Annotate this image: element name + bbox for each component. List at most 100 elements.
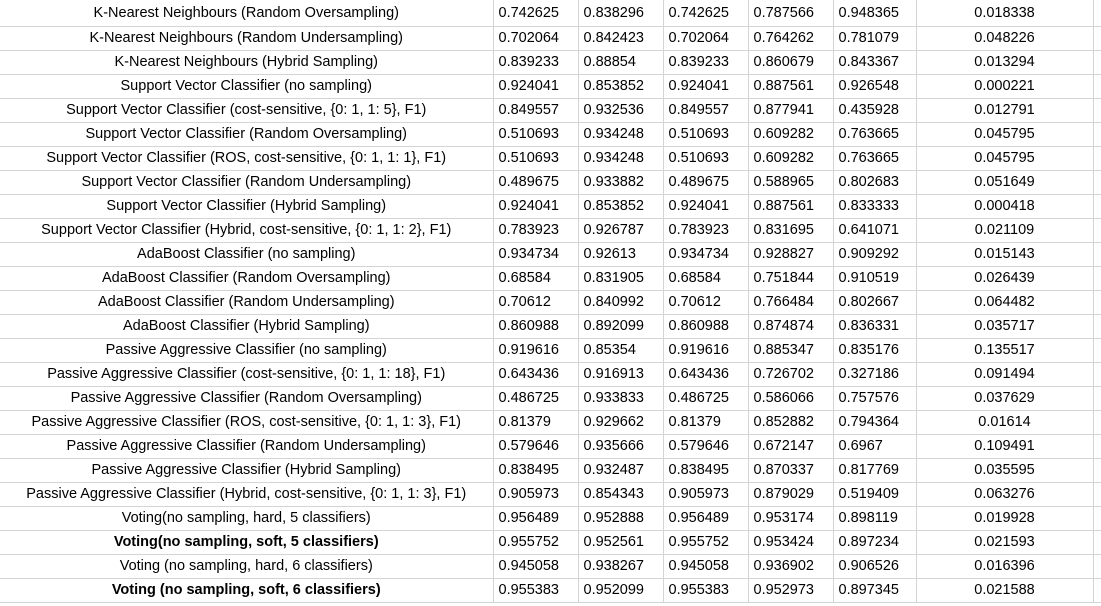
metric-cell[interactable]: 0.924041 [663, 194, 749, 219]
metric-cell[interactable]: 0.932536 [578, 98, 664, 123]
metric-cell[interactable]: 0.955383 [493, 578, 579, 603]
model-name-cell[interactable]: K-Nearest Neighbours (Random Oversamplin… [0, 0, 494, 27]
model-name-cell[interactable]: Passive Aggressive Classifier (Random Ov… [0, 386, 494, 411]
metric-cell[interactable]: 0.510693 [663, 146, 749, 171]
metric-cell[interactable]: 0.045795 [916, 122, 1094, 147]
model-name-cell[interactable]: Support Vector Classifier (Random Oversa… [0, 122, 494, 147]
metric-cell[interactable]: 0.910519 [833, 266, 917, 291]
metric-cell[interactable]: 0.764262 [748, 26, 834, 51]
empty-cell[interactable] [1093, 530, 1101, 555]
metric-cell[interactable]: 0.934734 [663, 242, 749, 267]
metric-cell[interactable]: 0.933882 [578, 170, 664, 195]
metric-cell[interactable]: 0.643436 [493, 362, 579, 387]
metric-cell[interactable]: 0.766484 [748, 290, 834, 315]
metric-cell[interactable]: 0.833333 [833, 194, 917, 219]
metric-cell[interactable]: 0.924041 [493, 74, 579, 99]
empty-cell[interactable] [1093, 338, 1101, 363]
metric-cell[interactable]: 0.091494 [916, 362, 1094, 387]
metric-cell[interactable]: 0.919616 [663, 338, 749, 363]
metric-cell[interactable]: 0.802667 [833, 290, 917, 315]
metric-cell[interactable]: 0.840992 [578, 290, 664, 315]
model-name-cell[interactable]: Voting(no sampling, soft, 5 classifiers) [0, 530, 494, 555]
metric-cell[interactable]: 0.757576 [833, 386, 917, 411]
metric-cell[interactable]: 0.887561 [748, 74, 834, 99]
model-name-cell[interactable]: Voting(no sampling, hard, 5 classifiers) [0, 506, 494, 531]
metric-cell[interactable]: 0.702064 [663, 26, 749, 51]
metric-cell[interactable]: 0.586066 [748, 386, 834, 411]
metric-cell[interactable]: 0.898119 [833, 506, 917, 531]
empty-cell[interactable] [1093, 26, 1101, 51]
metric-cell[interactable]: 0.909292 [833, 242, 917, 267]
metric-cell[interactable]: 0.035595 [916, 458, 1094, 483]
empty-cell[interactable] [1093, 506, 1101, 531]
metric-cell[interactable]: 0.932487 [578, 458, 664, 483]
metric-cell[interactable]: 0.831695 [748, 218, 834, 243]
metric-cell[interactable]: 0.579646 [493, 434, 579, 459]
model-name-cell[interactable]: Support Vector Classifier (Random Unders… [0, 170, 494, 195]
metric-cell[interactable]: 0.885347 [748, 338, 834, 363]
model-name-cell[interactable]: Passive Aggressive Classifier (Random Un… [0, 434, 494, 459]
metric-cell[interactable]: 0.510693 [493, 146, 579, 171]
metric-cell[interactable]: 0.486725 [663, 386, 749, 411]
empty-cell[interactable] [1093, 386, 1101, 411]
metric-cell[interactable]: 0.887561 [748, 194, 834, 219]
empty-cell[interactable] [1093, 122, 1101, 147]
metric-cell[interactable]: 0.842423 [578, 26, 664, 51]
metric-cell[interactable]: 0.831905 [578, 266, 664, 291]
metric-cell[interactable]: 0.327186 [833, 362, 917, 387]
model-name-cell[interactable]: Support Vector Classifier (cost-sensitiv… [0, 98, 494, 123]
metric-cell[interactable]: 0.012791 [916, 98, 1094, 123]
metric-cell[interactable]: 0.000221 [916, 74, 1094, 99]
metric-cell[interactable]: 0.70612 [493, 290, 579, 315]
metric-cell[interactable]: 0.860679 [748, 50, 834, 75]
metric-cell[interactable]: 0.109491 [916, 434, 1094, 459]
empty-cell[interactable] [1093, 50, 1101, 75]
metric-cell[interactable]: 0.763665 [833, 146, 917, 171]
metric-cell[interactable]: 0.945058 [663, 554, 749, 579]
metric-cell[interactable]: 0.609282 [748, 146, 834, 171]
metric-cell[interactable]: 0.035717 [916, 314, 1094, 339]
metric-cell[interactable]: 0.68584 [493, 266, 579, 291]
metric-cell[interactable]: 0.015143 [916, 242, 1094, 267]
metric-cell[interactable]: 0.955752 [663, 530, 749, 555]
metric-cell[interactable]: 0.933833 [578, 386, 664, 411]
metric-cell[interactable]: 0.510693 [493, 122, 579, 147]
model-name-cell[interactable]: AdaBoost Classifier (Random Oversampling… [0, 266, 494, 291]
empty-cell[interactable] [1093, 482, 1101, 507]
metric-cell[interactable]: 0.874874 [748, 314, 834, 339]
empty-cell[interactable] [1093, 170, 1101, 195]
empty-cell[interactable] [1093, 434, 1101, 459]
metric-cell[interactable]: 0.672147 [748, 434, 834, 459]
metric-cell[interactable]: 0.839233 [663, 50, 749, 75]
metric-cell[interactable]: 0.019928 [916, 506, 1094, 531]
metric-cell[interactable]: 0.838296 [578, 0, 664, 27]
metric-cell[interactable]: 0.926787 [578, 218, 664, 243]
empty-cell[interactable] [1093, 410, 1101, 435]
metric-cell[interactable]: 0.702064 [493, 26, 579, 51]
empty-cell[interactable] [1093, 314, 1101, 339]
metric-cell[interactable]: 0.956489 [493, 506, 579, 531]
empty-cell[interactable] [1093, 146, 1101, 171]
empty-cell[interactable] [1093, 218, 1101, 243]
metric-cell[interactable]: 0.751844 [748, 266, 834, 291]
metric-cell[interactable]: 0.870337 [748, 458, 834, 483]
metric-cell[interactable]: 0.486725 [493, 386, 579, 411]
model-name-cell[interactable]: Voting (no sampling, hard, 6 classifiers… [0, 554, 494, 579]
metric-cell[interactable]: 0.016396 [916, 554, 1094, 579]
metric-cell[interactable]: 0.6967 [833, 434, 917, 459]
metric-cell[interactable]: 0.935666 [578, 434, 664, 459]
metric-cell[interactable]: 0.794364 [833, 410, 917, 435]
metric-cell[interactable]: 0.924041 [493, 194, 579, 219]
metric-cell[interactable]: 0.763665 [833, 122, 917, 147]
metric-cell[interactable]: 0.787566 [748, 0, 834, 27]
empty-cell[interactable] [1093, 266, 1101, 291]
metric-cell[interactable]: 0.802683 [833, 170, 917, 195]
metric-cell[interactable]: 0.489675 [493, 170, 579, 195]
metric-cell[interactable]: 0.953424 [748, 530, 834, 555]
metric-cell[interactable]: 0.839233 [493, 50, 579, 75]
metric-cell[interactable]: 0.897234 [833, 530, 917, 555]
metric-cell[interactable]: 0.135517 [916, 338, 1094, 363]
metric-cell[interactable]: 0.853852 [578, 74, 664, 99]
metric-cell[interactable]: 0.026439 [916, 266, 1094, 291]
empty-cell[interactable] [1093, 290, 1101, 315]
